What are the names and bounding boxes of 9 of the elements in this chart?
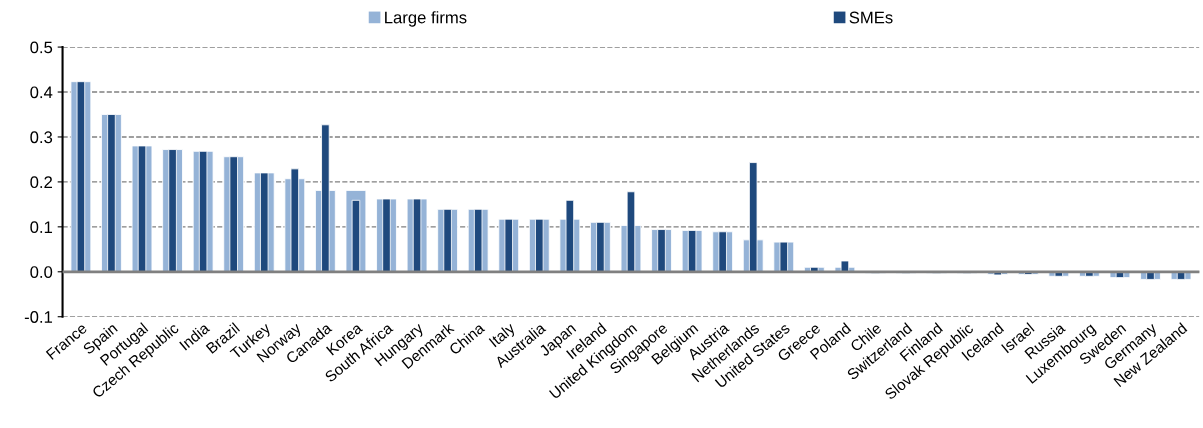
y-tick-label: -0.1 [24, 311, 53, 323]
y-tick-label: 0.0 [30, 266, 53, 278]
y-tick-label: 0.3 [30, 131, 53, 144]
y-tick-label: 0.5 [30, 41, 53, 54]
y-tick-label: 0.1 [30, 221, 53, 234]
y-tick-label: 0.4 [30, 86, 53, 99]
legend-label: Large firms [385, 11, 467, 27]
legend-label: SMEs [849, 11, 893, 24]
y-tick-label: 0.2 [30, 176, 52, 189]
